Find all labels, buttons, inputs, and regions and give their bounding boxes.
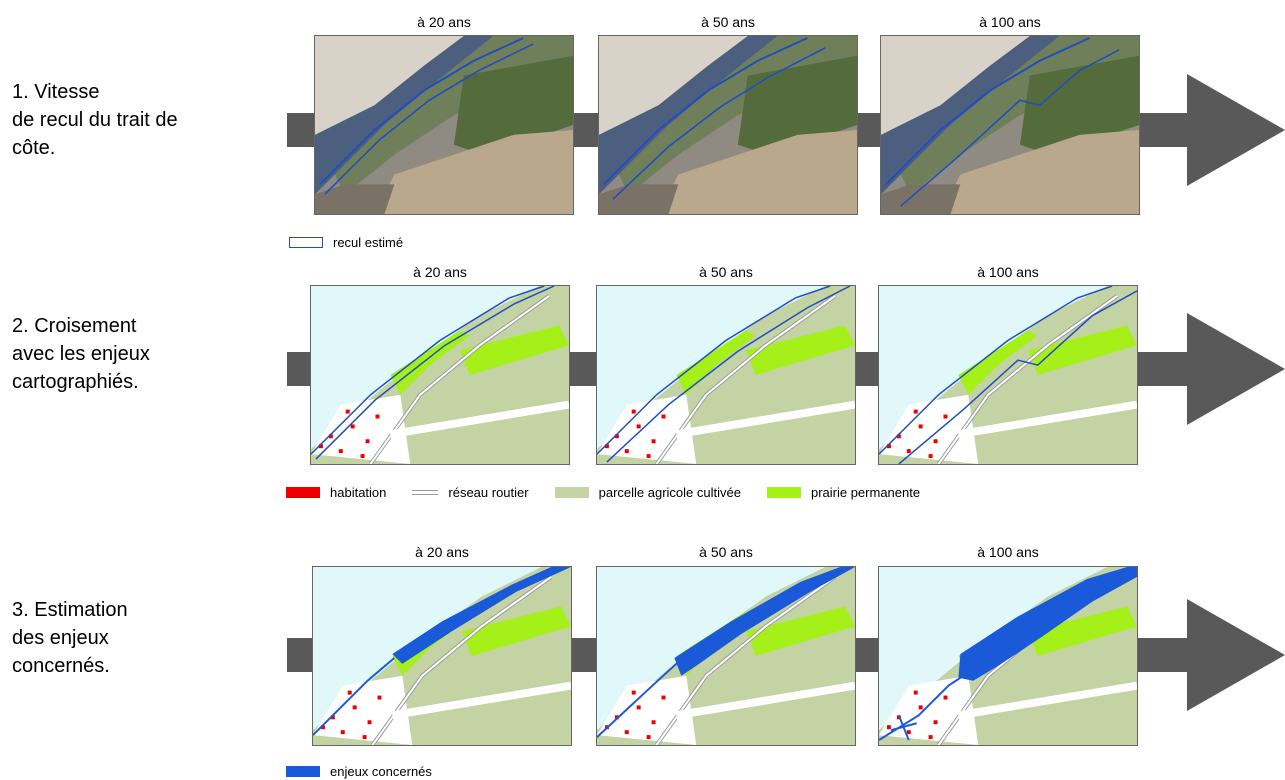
time-label-20-row-1: à 20 ans bbox=[417, 14, 471, 30]
map-concernes-20 bbox=[312, 566, 572, 746]
legend-item-parcelle: parcelle agricole cultivée bbox=[554, 485, 741, 500]
time-label-50-row-3: à 50 ans bbox=[699, 544, 753, 560]
legend-recul: recul estimé bbox=[289, 235, 403, 250]
legend-reseau-routier-label: réseau routier bbox=[448, 485, 529, 500]
meadow-swatch bbox=[766, 487, 801, 498]
legend-habitation-label: habitation bbox=[330, 485, 387, 500]
step-3-label: 3. Estimation des enjeux concernés. bbox=[12, 596, 262, 680]
step-1-label: 1. Vitesse de recul du trait de côte. bbox=[12, 78, 262, 162]
recul-swatch bbox=[289, 237, 323, 248]
legend-prairie-label: prairie permanente bbox=[810, 485, 921, 500]
map-enjeux-100 bbox=[878, 285, 1138, 465]
concerned-swatch bbox=[286, 766, 320, 777]
step-2-line-1: 2. Croisement bbox=[12, 315, 137, 337]
legend-item-prairie: prairie permanente bbox=[766, 485, 921, 500]
aerial-photo-50 bbox=[598, 35, 858, 215]
time-label-100-row-3: à 100 ans bbox=[977, 544, 1039, 560]
map-enjeux-20 bbox=[310, 285, 570, 465]
map-enjeux-50 bbox=[596, 285, 856, 465]
step-1-line-2: de recul du trait de bbox=[12, 109, 178, 131]
time-label-50-row-1: à 50 ans bbox=[701, 14, 755, 30]
farmland-swatch bbox=[554, 487, 589, 498]
step-2-label: 2. Croisement avec les enjeux cartograph… bbox=[12, 312, 262, 396]
aerial-photo-20 bbox=[314, 35, 574, 215]
aerial-photo-100 bbox=[880, 35, 1140, 215]
legend-enjeux-map: habitation réseau routier parcelle agric… bbox=[286, 485, 946, 500]
step-3-line-3: concernés. bbox=[12, 655, 110, 677]
step-1-line-3: côte. bbox=[12, 137, 56, 159]
legend-parcelle-label: parcelle agricole cultivée bbox=[598, 485, 741, 500]
time-label-20-row-3: à 20 ans bbox=[415, 544, 469, 560]
map-concernes-50 bbox=[596, 566, 856, 746]
step-2-line-3: cartographiés. bbox=[12, 371, 139, 393]
legend-recul-label: recul estimé bbox=[333, 235, 404, 250]
habitation-swatch bbox=[286, 487, 320, 498]
legend-item-reseau-routier: réseau routier bbox=[412, 485, 529, 500]
legend-item-habitation: habitation bbox=[286, 485, 386, 500]
step-3-line-1: 3. Estimation bbox=[12, 599, 128, 621]
map-concernes-100 bbox=[878, 566, 1138, 746]
legend-enjeux-concernes: enjeux concernés bbox=[286, 764, 432, 779]
time-label-100-row-1: à 100 ans bbox=[979, 14, 1041, 30]
time-label-50-row-2: à 50 ans bbox=[699, 264, 753, 280]
time-label-100-row-2: à 100 ans bbox=[977, 264, 1039, 280]
road-swatch bbox=[412, 490, 439, 495]
time-label-20-row-2: à 20 ans bbox=[413, 264, 467, 280]
step-3-line-2: des enjeux bbox=[12, 627, 109, 649]
step-2-line-2: avec les enjeux bbox=[12, 343, 150, 365]
legend-enjeux-concernes-label: enjeux concernés bbox=[330, 764, 432, 779]
step-1-line-1: 1. Vitesse bbox=[12, 81, 100, 103]
